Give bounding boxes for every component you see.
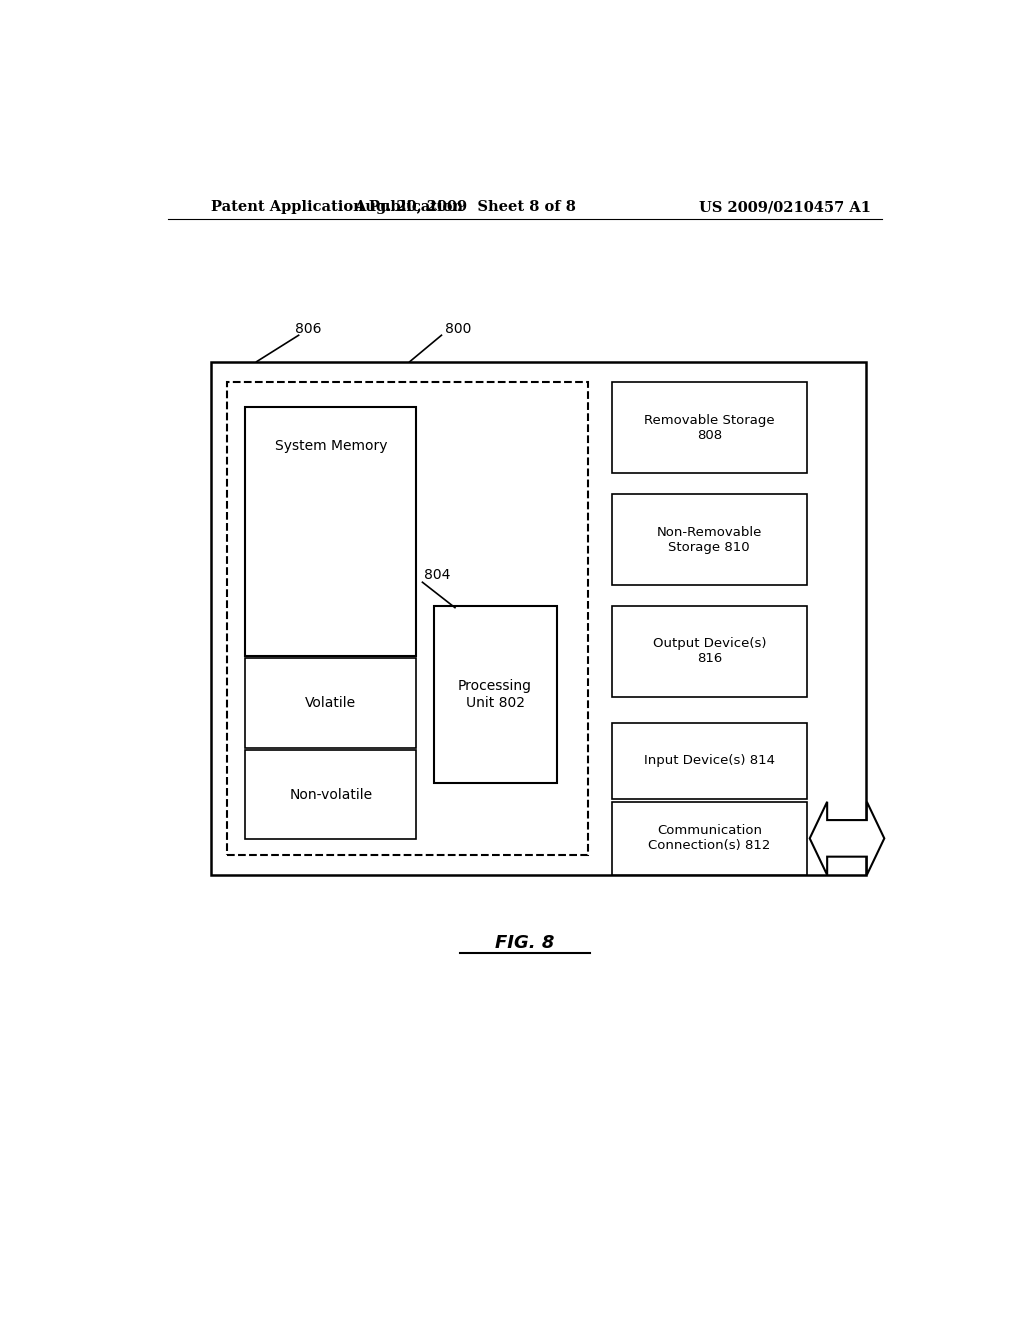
Text: Input Device(s) 814: Input Device(s) 814 <box>644 754 775 767</box>
Text: FIG. 8: FIG. 8 <box>496 935 554 952</box>
FancyBboxPatch shape <box>612 722 807 799</box>
Text: 806: 806 <box>295 322 322 337</box>
Text: System Memory: System Memory <box>274 440 387 453</box>
FancyBboxPatch shape <box>612 381 807 474</box>
FancyBboxPatch shape <box>211 362 866 875</box>
Text: Removable Storage
808: Removable Storage 808 <box>644 413 774 442</box>
FancyBboxPatch shape <box>433 606 557 784</box>
Text: US 2009/0210457 A1: US 2009/0210457 A1 <box>699 201 871 214</box>
FancyBboxPatch shape <box>246 659 416 748</box>
FancyBboxPatch shape <box>246 750 416 840</box>
Text: Aug. 20, 2009  Sheet 8 of 8: Aug. 20, 2009 Sheet 8 of 8 <box>354 201 577 214</box>
Text: Processing
Unit 802: Processing Unit 802 <box>458 680 532 710</box>
Text: Non-volatile: Non-volatile <box>289 788 373 801</box>
Text: 800: 800 <box>445 322 472 337</box>
FancyBboxPatch shape <box>612 606 807 697</box>
Text: Output Device(s)
816: Output Device(s) 816 <box>652 638 766 665</box>
Text: Communication
Connection(s) 812: Communication Connection(s) 812 <box>648 825 770 853</box>
Text: Patent Application Publication: Patent Application Publication <box>211 201 463 214</box>
Text: Volatile: Volatile <box>305 696 356 710</box>
Polygon shape <box>810 801 885 875</box>
FancyBboxPatch shape <box>227 381 588 854</box>
FancyBboxPatch shape <box>246 408 416 656</box>
FancyBboxPatch shape <box>612 801 807 875</box>
Text: 804: 804 <box>424 568 451 582</box>
FancyBboxPatch shape <box>612 494 807 585</box>
Text: Non-Removable
Storage 810: Non-Removable Storage 810 <box>656 525 762 553</box>
